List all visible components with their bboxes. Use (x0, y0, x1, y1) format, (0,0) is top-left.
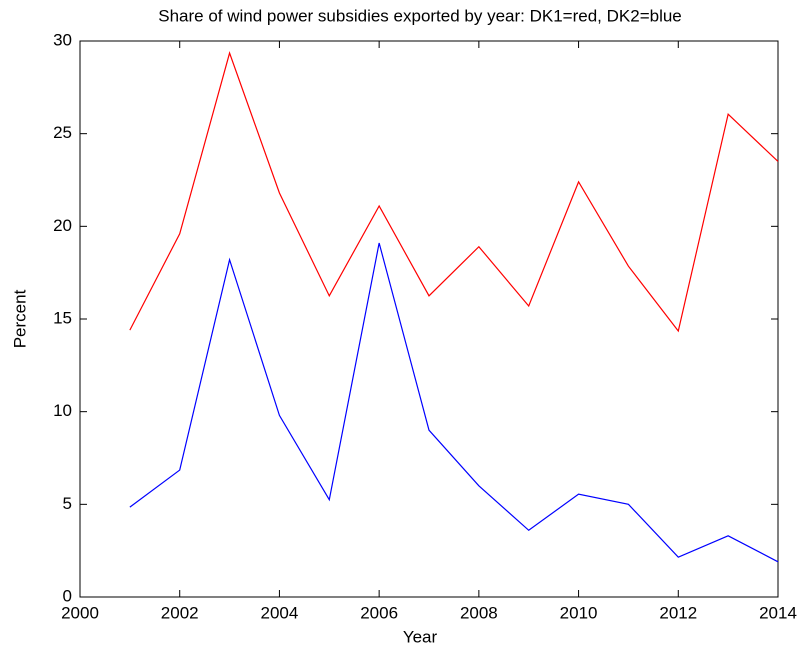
x-tick-label: 2004 (261, 603, 299, 622)
x-tick-label: 2012 (659, 603, 697, 622)
x-tick-label: 2006 (360, 603, 398, 622)
y-tick-label: 20 (53, 216, 72, 235)
x-tick-label: 2008 (460, 603, 498, 622)
x-tick-label: 2002 (161, 603, 199, 622)
x-tick-label: 2014 (759, 603, 797, 622)
y-tick-label: 30 (53, 30, 72, 49)
plot-frame (79, 40, 779, 598)
y-tick-label: 10 (53, 401, 72, 420)
x-tick-label: 2010 (560, 603, 598, 622)
x-tick-label: 2000 (61, 603, 99, 622)
y-axis-label: Percent (10, 289, 29, 348)
series-line (129, 242, 779, 563)
y-tick-label: 25 (53, 123, 72, 142)
y-tick-label: 0 (63, 586, 72, 605)
x-axis-label: Year (403, 627, 438, 646)
y-tick-label: 15 (53, 308, 72, 327)
chart-title: Share of wind power subsidies exported b… (158, 6, 682, 25)
series-line (129, 51, 779, 333)
y-tick-label: 5 (63, 494, 72, 513)
